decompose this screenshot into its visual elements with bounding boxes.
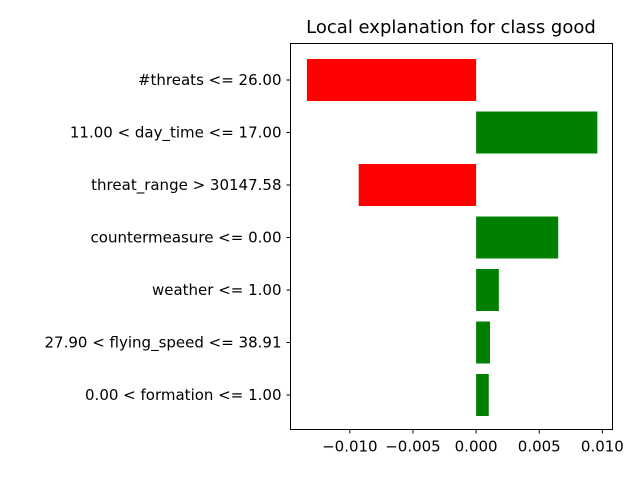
bar-threats-26-00 [306, 59, 477, 101]
bar-weather-1-00 [476, 269, 499, 311]
y-tick-label: #threats <= 26.00 [138, 71, 282, 89]
x-tick-label: 0.005 [518, 438, 561, 456]
bar-11-00-day-time-17-00 [476, 111, 598, 154]
bar-countermeasure-0-00 [476, 216, 559, 259]
bar-0-00-formation-1-00 [476, 374, 489, 416]
x-tick-label: 0.010 [581, 438, 624, 456]
y-tick-label: 27.90 < flying_speed <= 38.91 [45, 334, 282, 353]
y-tick-label: 0.00 < formation <= 1.00 [85, 386, 281, 404]
x-axis-ticks: −0.010 −0.005 0.000 0.005 0.010 [322, 429, 624, 456]
y-tick-label: countermeasure <= 0.00 [91, 229, 282, 247]
x-tick-label: −0.005 [385, 438, 441, 456]
bar-threat-range-30147-58 [358, 164, 477, 206]
y-tick-label: 11.00 < day_time <= 17.00 [70, 124, 282, 143]
plot-frame [290, 43, 613, 430]
y-tick-label: weather <= 1.00 [152, 281, 282, 299]
y-axis-labels: #threats <= 26.00 11.00 < day_time <= 17.… [45, 71, 291, 404]
bars-layer [306, 59, 598, 416]
x-tick-label: 0.000 [455, 438, 498, 456]
chart-title: Local explanation for class good [306, 17, 596, 38]
y-tick-label: threat_range > 30147.58 [91, 176, 281, 195]
bar-27-90-flying-speed-38-91 [476, 321, 491, 364]
x-tick-label: −0.010 [322, 438, 378, 456]
